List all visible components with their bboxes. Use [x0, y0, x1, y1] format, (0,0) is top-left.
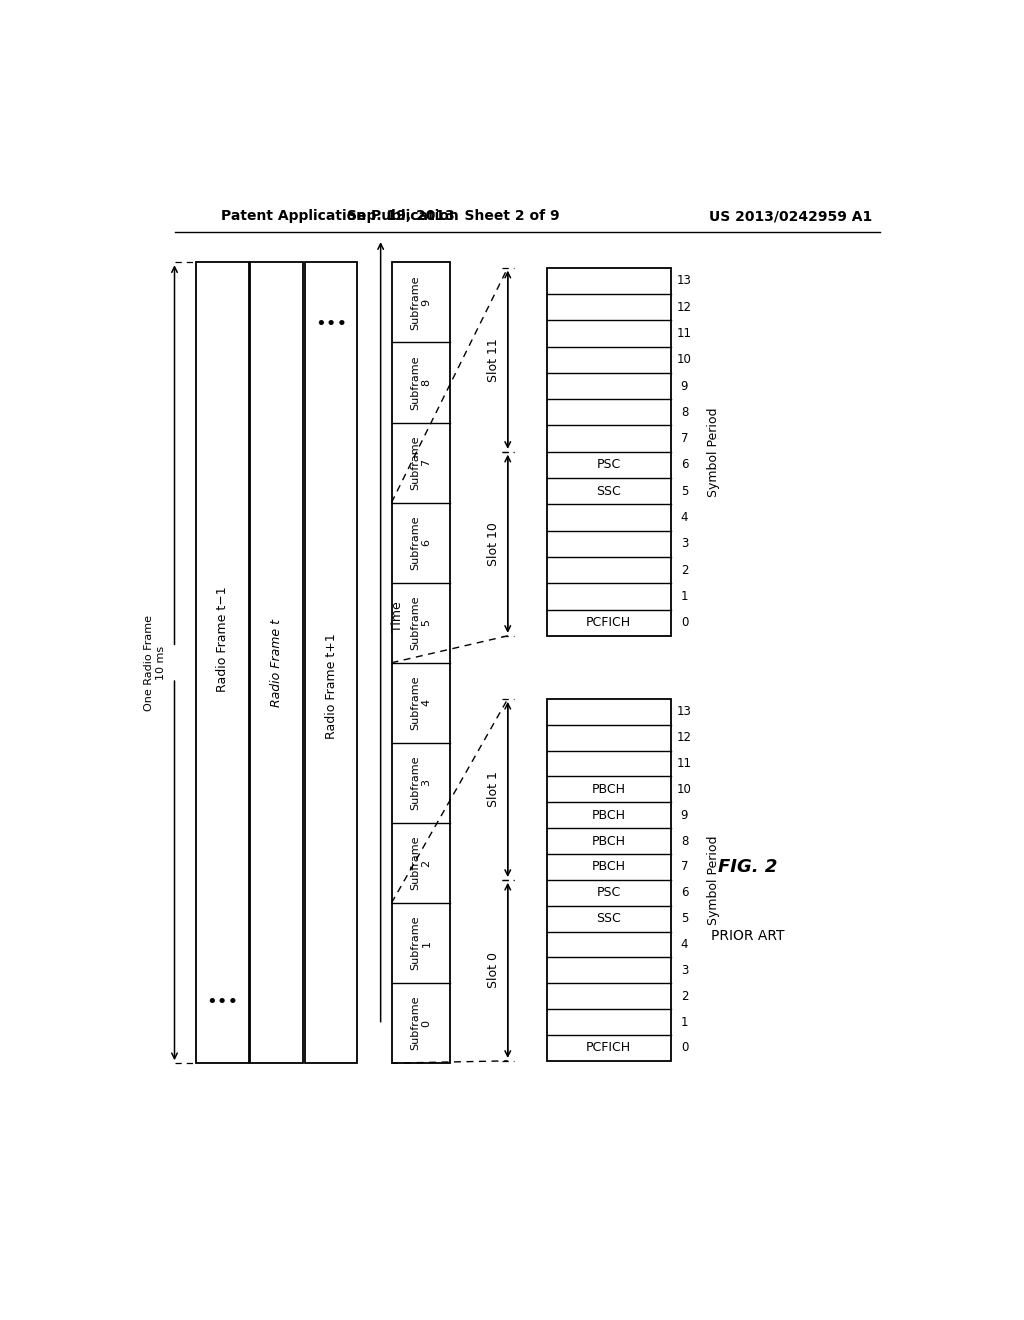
Text: FIG. 2: FIG. 2 — [718, 858, 777, 875]
Text: Slot 1: Slot 1 — [487, 771, 501, 808]
Text: 4: 4 — [681, 511, 688, 524]
Text: •••: ••• — [207, 993, 239, 1011]
Text: Subframe
6: Subframe 6 — [410, 515, 431, 570]
Bar — [305, 263, 357, 1063]
Text: Subframe
8: Subframe 8 — [410, 355, 431, 409]
Text: 7: 7 — [681, 432, 688, 445]
Bar — [547, 700, 671, 1061]
Text: One Radio Frame
10 ms: One Radio Frame 10 ms — [144, 615, 166, 710]
Text: 13: 13 — [677, 705, 692, 718]
Bar — [197, 263, 249, 1063]
Text: Radio Frame t: Radio Frame t — [270, 619, 284, 706]
Text: 4: 4 — [681, 939, 688, 950]
Text: US 2013/0242959 A1: US 2013/0242959 A1 — [710, 209, 872, 223]
Text: Slot 11: Slot 11 — [487, 338, 501, 381]
Text: 11: 11 — [677, 327, 692, 341]
Text: Subframe
1: Subframe 1 — [410, 916, 431, 970]
Text: Subframe
0: Subframe 0 — [410, 995, 431, 1051]
Bar — [547, 268, 671, 636]
Text: 8: 8 — [681, 834, 688, 847]
Bar — [391, 263, 450, 1063]
Text: Slot 10: Slot 10 — [487, 521, 501, 566]
Text: 13: 13 — [677, 275, 692, 288]
Text: Radio Frame t+1: Radio Frame t+1 — [325, 634, 338, 739]
Text: PBCH: PBCH — [592, 783, 626, 796]
Text: PRIOR ART: PRIOR ART — [712, 929, 784, 942]
Text: Time: Time — [391, 601, 404, 632]
Text: SSC: SSC — [596, 912, 621, 925]
Text: Sep. 19, 2013  Sheet 2 of 9: Sep. 19, 2013 Sheet 2 of 9 — [347, 209, 560, 223]
Text: Subframe
9: Subframe 9 — [410, 275, 431, 330]
Text: SSC: SSC — [596, 484, 621, 498]
Text: 0: 0 — [681, 616, 688, 630]
Text: 1: 1 — [681, 590, 688, 603]
Text: Subframe
5: Subframe 5 — [410, 595, 431, 649]
Text: Subframe
3: Subframe 3 — [410, 755, 431, 810]
Text: 12: 12 — [677, 731, 692, 744]
Bar — [251, 263, 303, 1063]
Text: Subframe
4: Subframe 4 — [410, 676, 431, 730]
Text: Slot 0: Slot 0 — [487, 952, 501, 989]
Text: 2: 2 — [681, 990, 688, 1003]
Text: 11: 11 — [677, 758, 692, 770]
Text: 9: 9 — [681, 380, 688, 392]
Text: 6: 6 — [681, 458, 688, 471]
Text: PBCH: PBCH — [592, 809, 626, 822]
Text: 10: 10 — [677, 783, 692, 796]
Text: Patent Application Publication: Patent Application Publication — [221, 209, 459, 223]
Text: PBCH: PBCH — [592, 834, 626, 847]
Text: 5: 5 — [681, 912, 688, 925]
Text: 1: 1 — [681, 1015, 688, 1028]
Text: •••: ••• — [315, 315, 347, 333]
Text: 6: 6 — [681, 886, 688, 899]
Text: 2: 2 — [681, 564, 688, 577]
Text: Symbol Period: Symbol Period — [707, 407, 720, 496]
Text: Radio Frame t−1: Radio Frame t−1 — [216, 587, 229, 693]
Text: 12: 12 — [677, 301, 692, 314]
Text: PSC: PSC — [596, 886, 621, 899]
Text: PSC: PSC — [596, 458, 621, 471]
Text: Subframe
2: Subframe 2 — [410, 836, 431, 890]
Text: PCFICH: PCFICH — [586, 1041, 631, 1055]
Text: 9: 9 — [681, 809, 688, 822]
Text: 3: 3 — [681, 964, 688, 977]
Text: PBCH: PBCH — [592, 861, 626, 874]
Text: 0: 0 — [681, 1041, 688, 1055]
Text: Subframe
7: Subframe 7 — [410, 436, 431, 490]
Text: Symbol Period: Symbol Period — [707, 836, 720, 924]
Text: 7: 7 — [681, 861, 688, 874]
Text: 8: 8 — [681, 405, 688, 418]
Text: 5: 5 — [681, 484, 688, 498]
Text: PCFICH: PCFICH — [586, 616, 631, 630]
Text: 10: 10 — [677, 354, 692, 366]
Text: 3: 3 — [681, 537, 688, 550]
